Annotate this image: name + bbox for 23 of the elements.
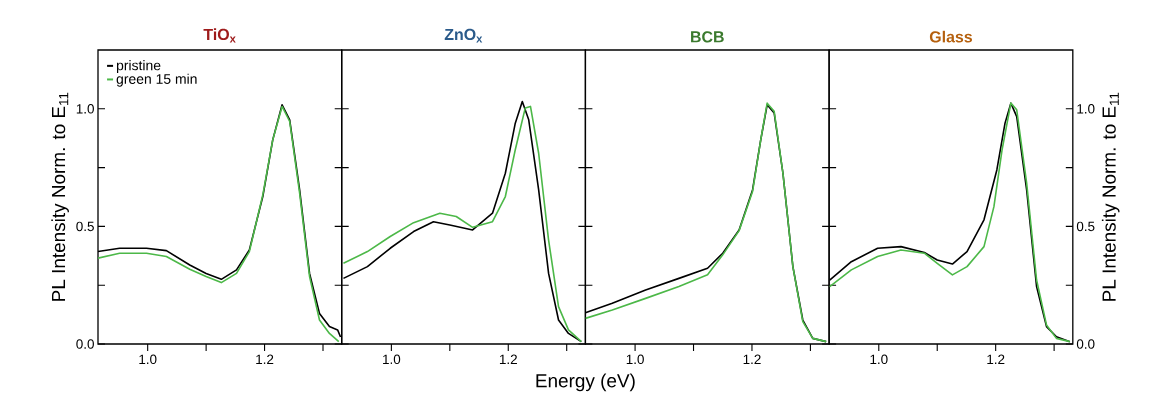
legend-label: pristine xyxy=(116,60,161,74)
x-tick-label: 1.2 xyxy=(499,354,517,364)
y-axis-title: PL Intensity Norm. to E$_{11}$ xyxy=(51,92,69,301)
y-tick-label: 1.0 xyxy=(1077,104,1095,114)
y-tick-label: 0.0 xyxy=(1076,339,1095,349)
chart-title: BCB xyxy=(691,31,724,43)
chart-title: Glass xyxy=(929,30,973,43)
x-tick-label: 1.0 xyxy=(383,354,401,365)
y-tick-label: 0.0 xyxy=(76,339,94,349)
chart-title: TiO$_{x}$ xyxy=(203,28,236,43)
y-tick-label: 0.5 xyxy=(1076,221,1095,232)
x-tick-label: 1.2 xyxy=(256,354,274,364)
y-tick-label: 1.0 xyxy=(76,104,94,114)
legend-label: green 15 min xyxy=(116,73,197,87)
x-tick-label: 1.2 xyxy=(743,354,761,364)
x-tick-label: 1.0 xyxy=(626,354,644,365)
x-tick-label: 1.2 xyxy=(987,354,1005,364)
x-tick-label: 1.0 xyxy=(870,354,888,365)
y2-axis-title: PL Intensity Norm. to E$_{11}$ xyxy=(1101,92,1120,301)
y-tick-label: 0.5 xyxy=(76,221,94,232)
x-axis-title: Energy (eV) xyxy=(536,373,635,392)
x-tick-label: 1.0 xyxy=(139,354,157,365)
chart-title: ZnO$_{x}$ xyxy=(444,28,483,43)
